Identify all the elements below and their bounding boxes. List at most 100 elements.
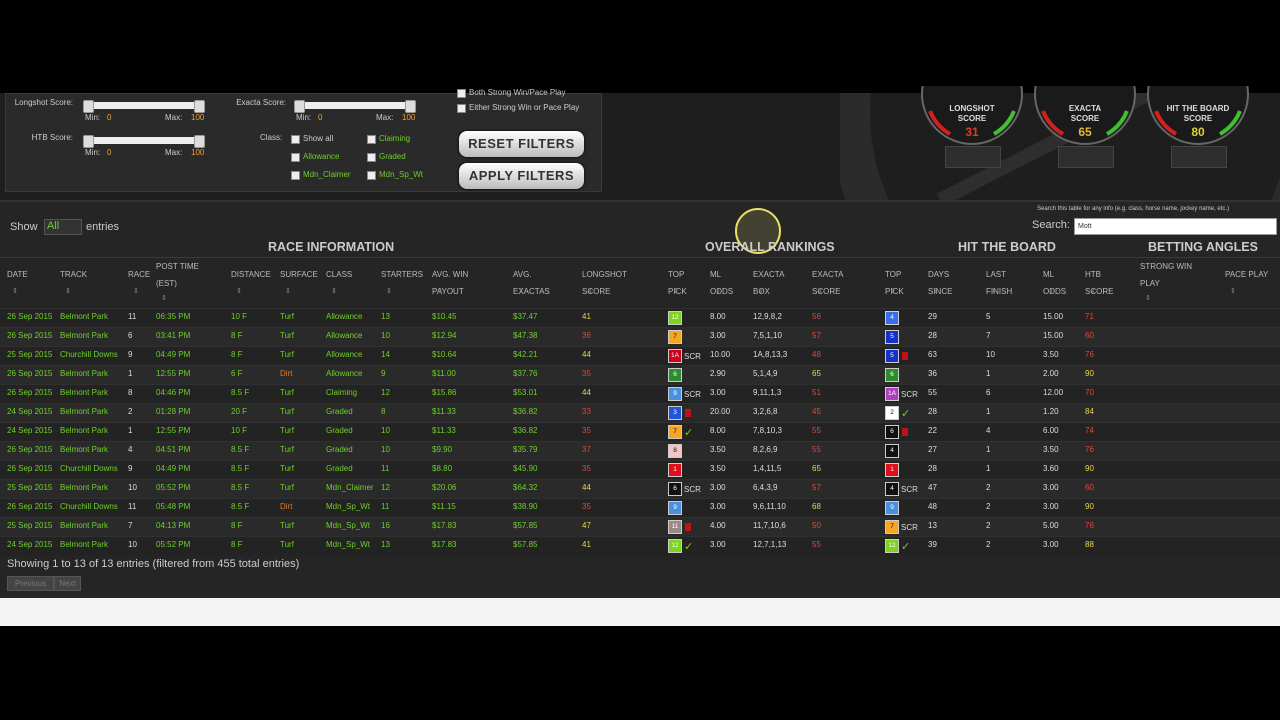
sort-icon[interactable]: ⇕ (1048, 288, 1054, 295)
table-cell: 7,5,1,10 (753, 331, 782, 340)
column-header: DISTANCE (231, 270, 271, 279)
table-cell: 70 (1085, 388, 1094, 397)
column-header: TOP (668, 270, 685, 279)
pager-button[interactable]: Next (54, 576, 81, 591)
sort-icon[interactable]: ⇕ (65, 288, 71, 295)
sort-icon[interactable]: ⇕ (1145, 295, 1151, 302)
checkbox[interactable] (367, 153, 376, 162)
checkbox[interactable] (367, 135, 376, 144)
table-cell: 8 F (231, 540, 243, 549)
range-slider[interactable] (83, 100, 205, 113)
table-cell: 45 (812, 407, 821, 416)
sort-icon[interactable]: ⇕ (890, 288, 896, 295)
sort-icon[interactable]: ⇕ (1230, 288, 1236, 295)
table-cell: 60 (1085, 483, 1094, 492)
saddle-badge: 5 (885, 330, 899, 344)
sort-icon[interactable]: ⇕ (386, 288, 392, 295)
checkbox[interactable] (291, 153, 300, 162)
table-cell: $11.33 (432, 407, 456, 416)
table-cell: 2 (986, 540, 991, 549)
table-cell: 06:35 PM (156, 312, 191, 321)
table-cell: 8.5 F (231, 464, 250, 473)
checkbox[interactable] (457, 89, 466, 98)
table-cell: 47 (582, 521, 591, 530)
table-cell: Belmont Park (60, 445, 109, 454)
search-input[interactable]: Mott (1074, 218, 1277, 235)
table-cell: 22 (928, 426, 937, 435)
gauge-value: 31 (965, 125, 979, 139)
sort-icon[interactable]: ⇕ (133, 288, 139, 295)
sort-icon[interactable]: ⇕ (437, 288, 443, 295)
group-header: RACE INFORMATION (268, 240, 395, 254)
range-slider[interactable] (294, 100, 416, 113)
table-cell: 1 (128, 426, 133, 435)
table-cell: 8 (668, 444, 682, 458)
table-cell: 11 (128, 312, 137, 321)
saddle-badge: 1 (668, 463, 682, 477)
pick-note: ✓ (684, 426, 694, 439)
search-hint: Search this table for any info (e.g. cla… (1037, 206, 1230, 212)
sort-icon[interactable]: ⇕ (673, 288, 679, 295)
table-cell: Belmont Park (60, 312, 109, 321)
checkbox[interactable] (291, 171, 300, 180)
sort-icon[interactable]: ⇕ (991, 288, 997, 295)
filter-button[interactable]: RESET FILTERS (459, 131, 584, 157)
header-rule (0, 257, 1280, 258)
table-cell: 2 (128, 407, 133, 416)
sort-icon[interactable]: ⇕ (331, 288, 337, 295)
table-cell: Churchill Downs (60, 502, 118, 511)
table-cell: 12 (381, 388, 390, 397)
table-cell: 9 (668, 501, 682, 515)
table-cell: 57 (812, 331, 821, 340)
table-cell: 10 (128, 483, 137, 492)
entries-select[interactable]: All (44, 219, 82, 235)
sort-icon[interactable]: ⇕ (715, 288, 721, 295)
pick-note: ✓ (684, 540, 694, 553)
table-cell: $8.80 (432, 464, 453, 473)
gauge-base (1171, 146, 1227, 168)
column-header: AVG. WIN (432, 270, 469, 279)
sort-icon[interactable]: ⇕ (758, 288, 764, 295)
sort-icon[interactable]: ⇕ (587, 288, 593, 295)
sort-icon[interactable]: ⇕ (12, 288, 18, 295)
sort-icon[interactable]: ⇕ (236, 288, 242, 295)
table-cell: Turf (280, 521, 294, 530)
checkbox[interactable] (367, 171, 376, 180)
pager-button[interactable]: Previous (7, 576, 54, 591)
gauge-title: EXACTA (1068, 104, 1102, 113)
sort-icon[interactable]: ⇕ (285, 288, 291, 295)
column-header: EXACTAS (513, 287, 550, 296)
table-cell: 24 Sep 2015 (7, 426, 53, 435)
table-cell: Turf (280, 540, 294, 549)
sort-icon[interactable]: ⇕ (161, 295, 167, 302)
table-cell: 12 ✓ (885, 539, 910, 553)
table-cell: 6 F (231, 369, 243, 378)
table-cell: 15.00 (1043, 331, 1064, 340)
sort-icon[interactable]: ⇕ (933, 288, 939, 295)
checkbox[interactable] (457, 104, 466, 113)
table-cell: 68 (812, 502, 821, 511)
table-cell: 26 Sep 2015 (7, 312, 53, 321)
filter-button[interactable]: APPLY FILTERS (459, 163, 584, 189)
table-cell: Allowance (326, 312, 363, 321)
checkbox[interactable] (291, 135, 300, 144)
table-cell: 26 Sep 2015 (7, 388, 53, 397)
entries-label: entries (86, 221, 120, 233)
gauge-title: SCORE (957, 114, 987, 123)
table-row (0, 536, 1280, 556)
table-cell: 29 (928, 312, 937, 321)
table-cell: 65 (812, 369, 821, 378)
table-cell: 1 (885, 463, 899, 477)
sort-icon[interactable]: ⇕ (518, 288, 524, 295)
table-cell: 33 (582, 407, 591, 416)
table-cell: 2.00 (1043, 369, 1059, 378)
table-cell: 5 (986, 312, 991, 321)
table-cell: 8 F (231, 521, 243, 530)
sort-icon[interactable]: ⇕ (817, 288, 823, 295)
group-header: HIT THE BOARD (958, 240, 1056, 254)
table-cell: $36.82 (513, 426, 538, 435)
column-header: DAYS (928, 270, 950, 279)
range-slider[interactable] (83, 135, 205, 148)
sort-icon[interactable]: ⇕ (1090, 288, 1096, 295)
